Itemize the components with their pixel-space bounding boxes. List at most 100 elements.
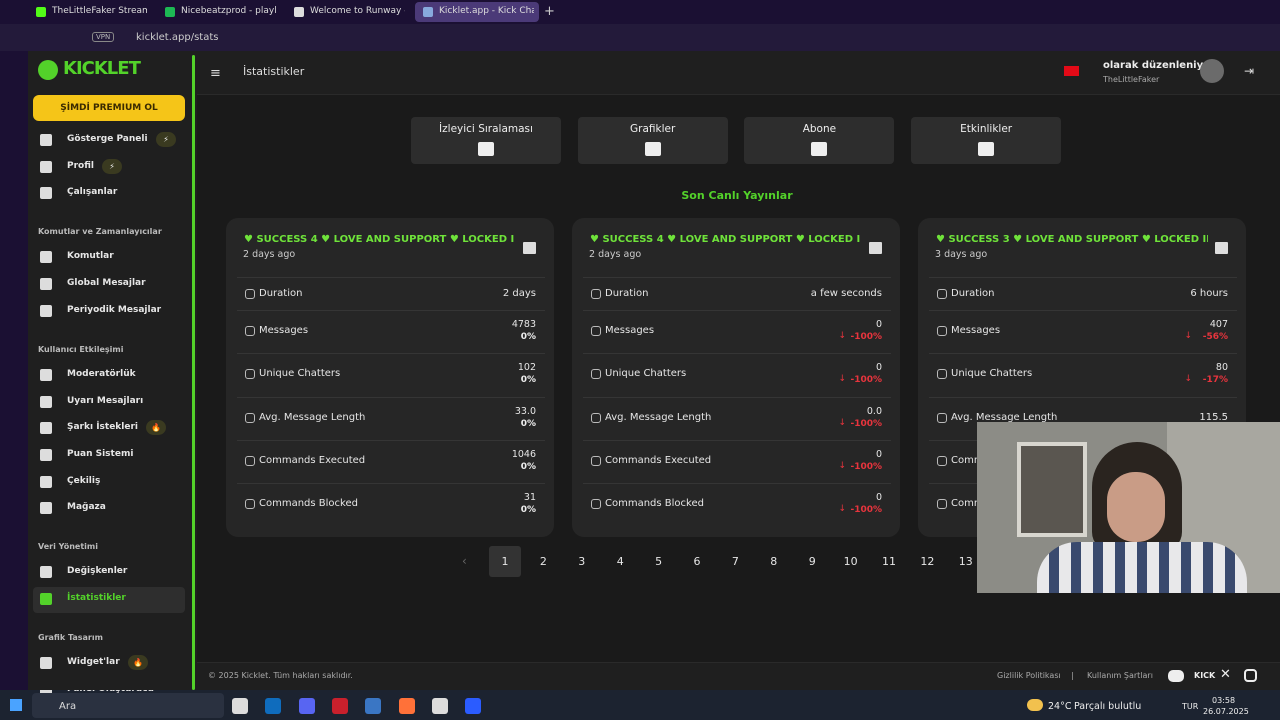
row-change: 0% <box>520 505 536 515</box>
page-number[interactable]: 6 <box>693 555 701 568</box>
stat-tab[interactable]: Etkinlikler <box>911 117 1062 164</box>
page-number[interactable]: 3 <box>578 555 586 568</box>
menu-item[interactable]: Periyodik Mesajlar <box>67 304 162 315</box>
menu-icon <box>40 395 52 408</box>
menu-item[interactable]: Çekiliş <box>67 475 101 486</box>
menu-toggle[interactable]: ≡ <box>210 66 221 81</box>
down-arrow: ↓ <box>838 418 846 428</box>
page-number[interactable]: 7 <box>731 555 739 568</box>
row-label: Unique Chatters <box>951 368 1033 379</box>
footer-separator: | <box>1071 671 1074 680</box>
premium-button[interactable]: ŞİMDİ PREMIUM OL <box>33 95 185 121</box>
logout[interactable]: ⇥ <box>1244 64 1255 78</box>
row-divider <box>929 397 1237 398</box>
menu-icon <box>40 657 52 669</box>
terms-link[interactable]: Kullanım Şartları <box>1087 671 1153 680</box>
menu-item[interactable]: Profil <box>67 160 94 171</box>
row-divider <box>237 277 545 278</box>
menu-icon <box>40 475 52 488</box>
page-number[interactable]: 13 <box>958 555 973 568</box>
menu-item[interactable]: Uyarı Mesajları <box>67 395 144 406</box>
page-number[interactable]: 4 <box>616 555 624 568</box>
menu-item[interactable]: Widget'lar <box>67 657 120 667</box>
active-item <box>33 587 185 613</box>
menu-item[interactable]: Şarkı İstekleri <box>67 422 139 433</box>
vpn-badge: VPN <box>92 32 115 42</box>
start-button[interactable] <box>10 699 22 711</box>
row-value: 4783 <box>511 319 536 330</box>
copyright: © 2025 Kicklet. Tüm hakları saklıdır. <box>208 671 353 680</box>
user-status: olarak düzenleniyor <box>1103 60 1215 71</box>
sidebar-fade <box>28 684 192 690</box>
menu-item[interactable]: Puan Sistemi <box>67 448 134 459</box>
menu-icon <box>40 368 52 381</box>
row-icon <box>591 413 601 423</box>
discord-icon[interactable] <box>1168 670 1184 682</box>
row-value: 6 hours <box>1190 288 1228 299</box>
logo: KICKLET <box>63 58 141 79</box>
row-label: Duration <box>605 288 649 299</box>
row-value: a few seconds <box>810 288 882 299</box>
address-bar[interactable]: kicklet.app/stats <box>136 32 219 43</box>
taskbar-app[interactable] <box>431 698 448 714</box>
privacy-link[interactable]: Gizlilik Politikası <box>997 671 1061 680</box>
row-label: Avg. Message Length <box>259 412 366 423</box>
row-icon <box>937 289 947 299</box>
row-label: Unique Chatters <box>259 368 341 379</box>
taskbar-app[interactable] <box>232 698 248 714</box>
page-number[interactable]: 1 <box>501 555 509 568</box>
card-title: ♥ SUCCESS 4 ♥ LOVE AND SUPPORT ♥ LOCKED … <box>244 234 515 245</box>
weather: Parçalı bulutlu <box>1074 701 1142 712</box>
page-number[interactable]: 10 <box>843 555 858 568</box>
menu-item[interactable]: Mağaza <box>67 502 106 513</box>
stat-tab[interactable]: İzleyici Sıralaması <box>411 117 561 164</box>
page-number[interactable]: 12 <box>920 555 935 568</box>
current-page <box>489 546 521 577</box>
menu-item[interactable]: Global Mesajlar <box>67 278 146 289</box>
taskbar-app[interactable] <box>398 698 415 714</box>
page-number[interactable]: 11 <box>882 555 896 568</box>
row-divider <box>929 353 1237 354</box>
page-number[interactable]: 5 <box>655 555 663 568</box>
logo-icon <box>38 60 58 80</box>
stat-tab[interactable]: Grafikler <box>577 117 728 164</box>
app-header <box>197 51 1280 95</box>
card-title: ♥ SUCCESS 3 ♥ LOVE AND SUPPORT ♥ LOCKED … <box>936 234 1208 245</box>
page-number[interactable]: 9 <box>808 555 816 568</box>
menu-icon <box>40 566 52 579</box>
row-icon <box>245 326 255 336</box>
search-box[interactable] <box>32 693 224 718</box>
menu-item[interactable]: Gösterge Paneli <box>67 134 148 144</box>
kick-link[interactable]: KICK <box>1194 671 1216 680</box>
row-label: Commands Executed <box>259 455 366 466</box>
menu-badge: ⚡ <box>102 158 122 174</box>
stat-tab[interactable]: Abone <box>744 117 895 164</box>
menu-item[interactable]: İstatistikler <box>67 593 126 603</box>
webcam-face <box>1107 472 1165 542</box>
page-number[interactable]: 8 <box>770 555 778 568</box>
row-icon <box>245 289 255 299</box>
menu-item[interactable]: Çalışanlar <box>67 187 118 198</box>
taskbar-app[interactable] <box>265 698 282 714</box>
menu-item[interactable]: Değişkenler <box>67 566 128 577</box>
section-title: Komutlar ve Zamanlayıcılar <box>38 227 162 237</box>
menu-item[interactable]: Komutlar <box>67 251 114 262</box>
row-change: 0% <box>520 375 536 385</box>
taskbar-app[interactable] <box>331 698 348 714</box>
page-number[interactable]: 2 <box>539 555 547 568</box>
x-icon[interactable]: ✕ <box>1220 667 1231 682</box>
browser-tab[interactable] <box>415 2 539 22</box>
menu-item[interactable]: Moderatörlük <box>67 368 136 379</box>
row-value: 0 <box>875 449 882 460</box>
down-arrow: ↓ <box>838 504 846 514</box>
row-icon <box>937 456 947 466</box>
row-value: 102 <box>517 362 536 373</box>
app-sidebar <box>28 51 197 690</box>
row-divider <box>929 277 1237 278</box>
taskbar-app[interactable] <box>465 698 482 714</box>
taskbar-app[interactable] <box>365 698 382 714</box>
instagram-icon[interactable] <box>1244 669 1257 682</box>
prev-page[interactable]: ‹ <box>462 554 467 568</box>
taskbar-app[interactable] <box>298 698 315 714</box>
